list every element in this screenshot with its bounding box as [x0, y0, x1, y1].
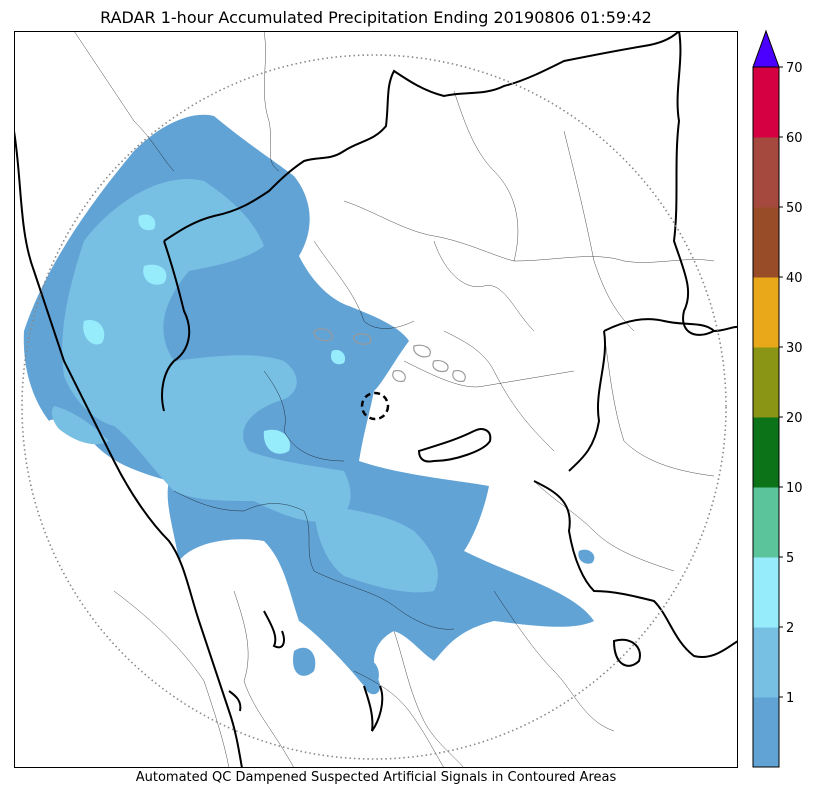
colorbar-cell — [753, 557, 779, 628]
colorbar-cell — [753, 627, 779, 698]
colorbar-cell — [753, 347, 779, 418]
colorbar-tick-label: 30 — [786, 341, 803, 356]
precip-heavy — [83, 214, 346, 454]
colorbar-cell — [753, 277, 779, 348]
colorbar-tick-label: 2 — [786, 621, 794, 636]
regional-boundaries — [73, 31, 715, 768]
colorbar-extend-triangle — [752, 29, 780, 68]
radar-map — [14, 31, 738, 768]
colorbar-tick-label: 60 — [786, 131, 803, 146]
colorbar-cell — [753, 207, 779, 278]
colorbar-cell — [753, 417, 779, 488]
colorbar-tick-label: 40 — [786, 271, 803, 286]
colorbar-tick-label: 5 — [786, 551, 794, 566]
plot-caption: Automated QC Dampened Suspected Artifici… — [135, 770, 617, 785]
colorbar-tick-label: 70 — [786, 61, 803, 76]
radar-range-ring — [21, 54, 727, 760]
colorbar: 1 2 5 10 20 30 40 50 60 70 — [752, 29, 803, 768]
colorbar-tick-label: 20 — [786, 411, 803, 426]
state-boundaries — [14, 31, 738, 768]
colorbar-tick-label: 1 — [786, 691, 794, 706]
colorbar-tick-label: 50 — [786, 201, 803, 216]
qc-contoured-areas — [313, 328, 466, 382]
plot-title: RADAR 1-hour Accumulated Precipitation E… — [100, 8, 652, 27]
precip-moderate — [51, 179, 438, 593]
colorbar-tick-label: 10 — [786, 481, 803, 496]
radar-site-marker — [360, 391, 390, 421]
colorbar-cell — [753, 487, 779, 558]
colorbar-cell — [753, 67, 779, 138]
colorbar-cell — [753, 697, 779, 768]
colorbar-cell — [753, 137, 779, 208]
